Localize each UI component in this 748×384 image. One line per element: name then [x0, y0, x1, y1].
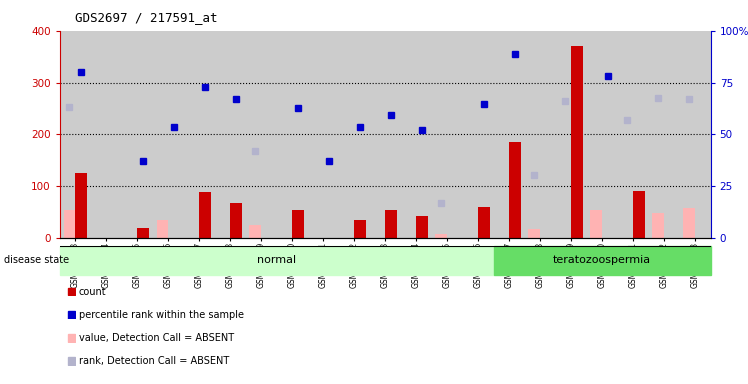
- Bar: [355, 220, 366, 238]
- Bar: [184, 31, 215, 238]
- Bar: [339, 31, 370, 238]
- Text: count: count: [79, 287, 106, 297]
- Bar: [370, 31, 401, 238]
- Bar: [478, 207, 490, 238]
- Bar: [463, 31, 494, 238]
- Bar: [680, 31, 711, 238]
- Bar: [307, 31, 339, 238]
- Text: normal: normal: [257, 255, 296, 265]
- Bar: [649, 31, 680, 238]
- Bar: [230, 203, 242, 238]
- Text: teratozoospermia: teratozoospermia: [553, 255, 652, 265]
- Bar: [68, 357, 76, 365]
- Bar: [556, 31, 586, 238]
- Bar: [122, 31, 153, 238]
- Bar: [292, 210, 304, 238]
- Bar: [684, 208, 695, 238]
- Bar: [76, 173, 87, 238]
- Bar: [401, 31, 432, 238]
- Bar: [246, 31, 277, 238]
- Bar: [68, 288, 76, 296]
- Bar: [435, 234, 447, 238]
- Bar: [215, 31, 246, 238]
- Bar: [277, 31, 307, 238]
- Bar: [156, 220, 168, 238]
- Bar: [68, 311, 76, 319]
- Bar: [618, 31, 649, 238]
- Bar: [652, 213, 664, 238]
- Bar: [60, 31, 91, 238]
- Text: percentile rank within the sample: percentile rank within the sample: [79, 310, 244, 320]
- Bar: [138, 228, 149, 238]
- Bar: [633, 191, 645, 238]
- Bar: [64, 210, 76, 238]
- Bar: [60, 246, 494, 275]
- Bar: [91, 31, 122, 238]
- Bar: [524, 31, 556, 238]
- Text: rank, Detection Call = ABSENT: rank, Detection Call = ABSENT: [79, 356, 229, 366]
- Text: disease state: disease state: [4, 255, 69, 265]
- Bar: [494, 31, 524, 238]
- Bar: [250, 225, 261, 238]
- Bar: [586, 31, 618, 238]
- Bar: [571, 46, 583, 238]
- Bar: [153, 31, 184, 238]
- Bar: [432, 31, 463, 238]
- Bar: [416, 216, 428, 238]
- Text: GDS2697 / 217591_at: GDS2697 / 217591_at: [75, 12, 218, 25]
- Bar: [68, 334, 76, 342]
- Text: value, Detection Call = ABSENT: value, Detection Call = ABSENT: [79, 333, 233, 343]
- Bar: [590, 210, 602, 238]
- Bar: [494, 246, 711, 275]
- Bar: [385, 210, 397, 238]
- Bar: [509, 142, 521, 238]
- Bar: [199, 192, 211, 238]
- Bar: [528, 229, 540, 238]
